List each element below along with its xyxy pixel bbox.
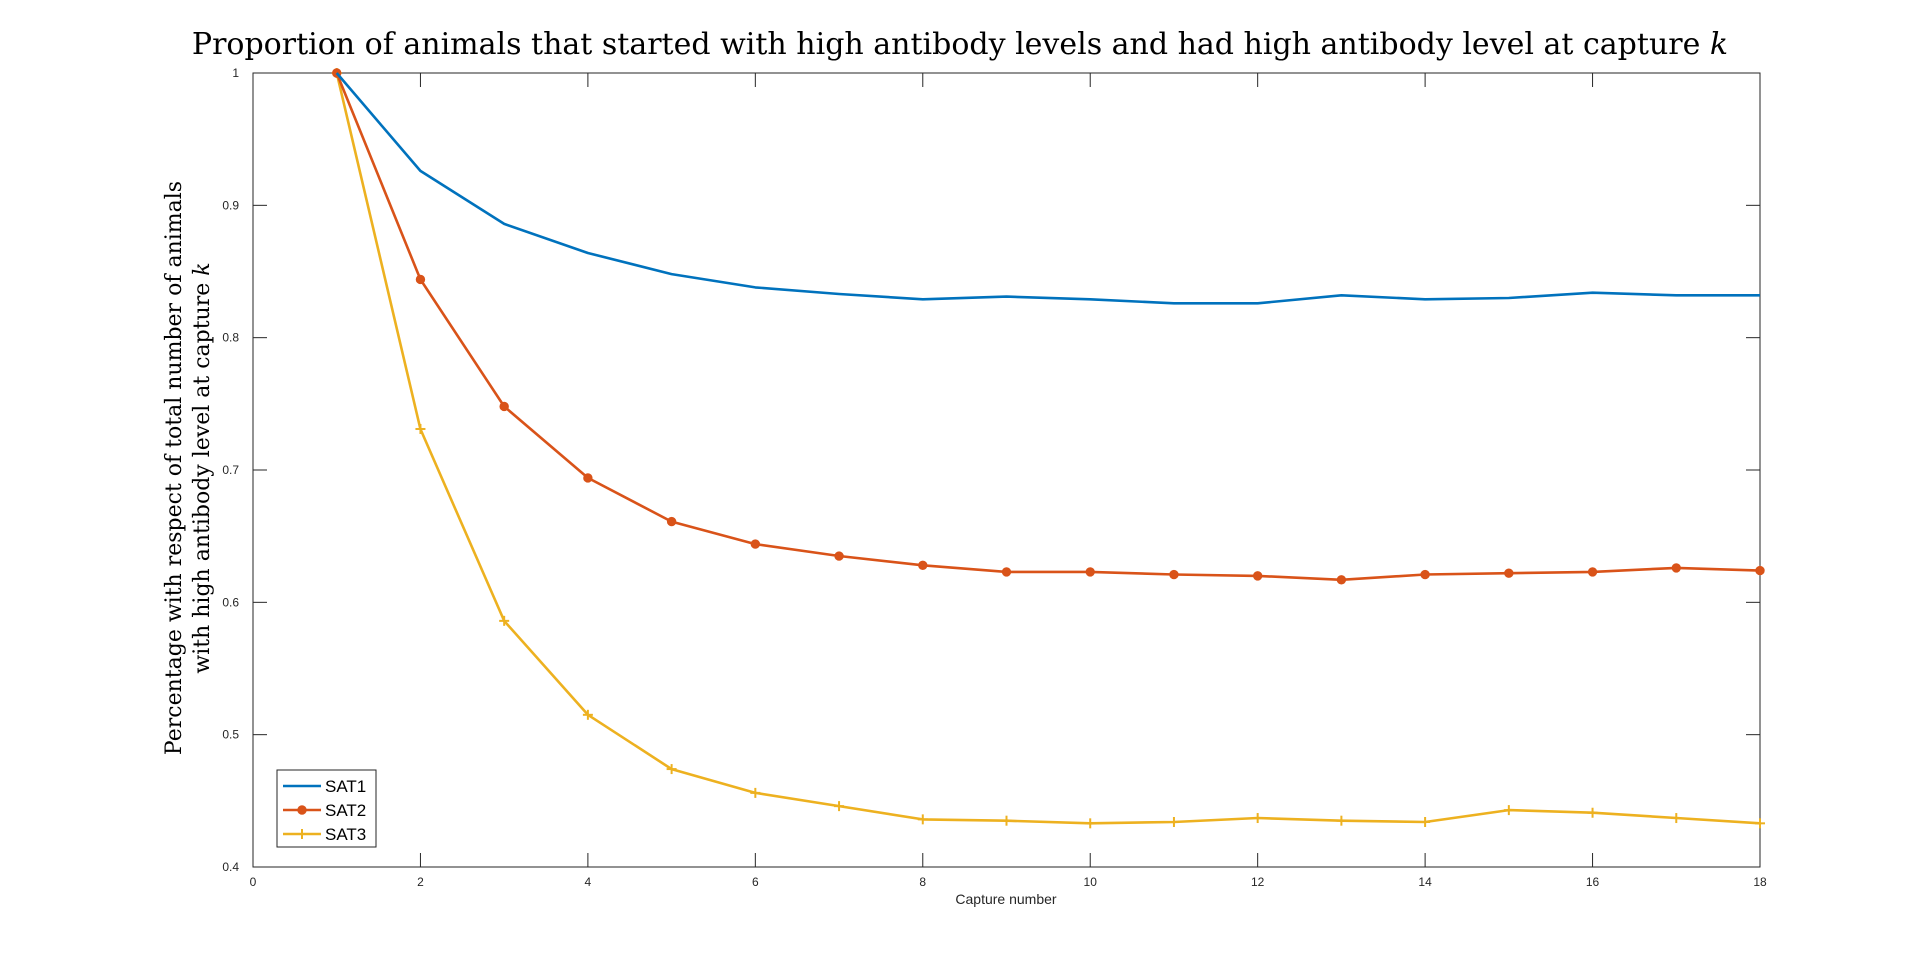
series-layer xyxy=(331,68,1765,829)
data-point xyxy=(1504,568,1514,578)
data-point xyxy=(1085,567,1095,577)
series-line-sat2 xyxy=(335,72,1761,582)
data-point xyxy=(582,709,593,720)
data-point xyxy=(1755,565,1765,576)
data-point xyxy=(1168,817,1179,828)
y-axis-label: Percentage with respect of total number … xyxy=(162,181,215,755)
data-point xyxy=(415,423,426,434)
series-line-sat1 xyxy=(335,72,1760,305)
legend-item-sat2: SAT2 xyxy=(283,801,366,820)
data-point xyxy=(1587,807,1598,818)
data-point xyxy=(1085,818,1096,829)
axis-ticks: 0 2 4 6 8 10 12 14 16 18 0.4 0.5 0.6 0.7 0.8 0.9 1 xyxy=(222,66,1767,889)
x-tick-label: 8 xyxy=(919,875,926,889)
data-point xyxy=(1671,813,1682,824)
y-tick-label: 0.6 xyxy=(222,595,239,609)
x-tick-label: 4 xyxy=(585,875,592,889)
x-tick-label: 2 xyxy=(417,875,424,889)
plot-area: 0 2 4 6 8 10 12 14 16 18 0.4 0.5 0.6 0.7 0.8 0.9 1 xyxy=(222,66,1767,889)
series-sat2 xyxy=(332,68,1765,585)
y-tick-label: 0.5 xyxy=(222,728,239,742)
series-sat1 xyxy=(335,72,1760,305)
data-point xyxy=(1671,563,1681,573)
chart-title: Proportion of animals that started with … xyxy=(192,27,1728,62)
x-tick-label: 12 xyxy=(1251,875,1265,889)
data-point xyxy=(1169,569,1179,580)
series-line-sat3 xyxy=(335,72,1761,825)
data-point xyxy=(1336,815,1347,826)
data-point xyxy=(1252,571,1263,581)
legend-marker xyxy=(297,829,307,839)
y-tick-label: 0.4 xyxy=(222,860,239,874)
y-tick-label: 0.8 xyxy=(222,331,239,345)
x-tick-label: 10 xyxy=(1084,875,1098,889)
x-tick-label: 14 xyxy=(1418,875,1432,889)
data-point xyxy=(1420,569,1430,580)
data-point xyxy=(834,801,845,812)
data-point xyxy=(499,401,509,412)
legend-label: SAT2 xyxy=(325,801,366,820)
data-point xyxy=(1336,575,1347,585)
legend-label: SAT3 xyxy=(325,825,366,844)
data-point xyxy=(583,473,593,483)
data-point xyxy=(666,764,677,775)
legend: SAT1 SAT2 SAT3 xyxy=(276,769,377,848)
data-point xyxy=(1755,818,1765,829)
data-point xyxy=(834,551,844,561)
x-tick-label: 6 xyxy=(752,875,759,889)
legend-item-sat3: SAT3 xyxy=(283,825,366,844)
data-point xyxy=(750,539,761,549)
y-axis-label-line1: Percentage with respect of total number … xyxy=(162,181,187,755)
data-point xyxy=(1420,817,1431,828)
y-tick-label: 0.7 xyxy=(222,463,239,477)
y-tick-label: 1 xyxy=(232,66,239,80)
data-point xyxy=(918,560,928,570)
data-point xyxy=(917,814,928,825)
y-tick-label: 0.9 xyxy=(222,198,239,212)
data-point xyxy=(1001,815,1012,826)
data-point xyxy=(666,516,677,527)
legend-item-sat1: SAT1 xyxy=(283,777,366,796)
x-tick-label: 18 xyxy=(1753,875,1767,889)
data-point xyxy=(750,787,761,798)
data-point xyxy=(1587,567,1598,577)
data-point xyxy=(1252,813,1263,824)
y-axis-label-line2: with high antibody level at capture k xyxy=(190,262,215,673)
x-tick-label: 16 xyxy=(1586,875,1600,889)
series-sat3 xyxy=(331,68,1765,829)
plot-box xyxy=(252,72,1761,868)
legend-label: SAT1 xyxy=(325,777,366,796)
data-point xyxy=(1503,805,1514,816)
x-tick-label: 0 xyxy=(250,875,257,889)
x-axis-label: Capture number xyxy=(955,891,1057,907)
legend-marker xyxy=(297,805,307,815)
data-point xyxy=(415,274,426,285)
data-point xyxy=(499,615,510,626)
data-point xyxy=(1001,567,1012,577)
